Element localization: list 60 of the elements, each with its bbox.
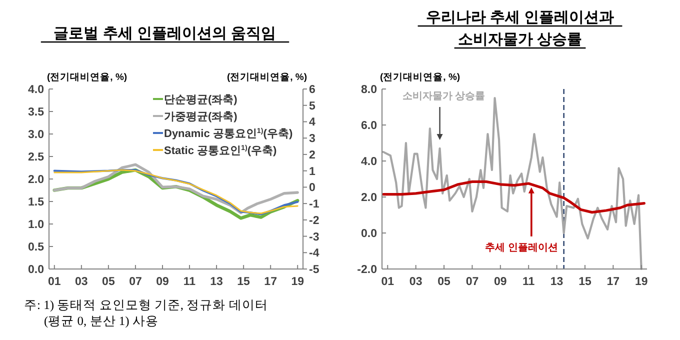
x-tick-label: 07	[466, 276, 479, 288]
x-tick-label: 13	[210, 276, 223, 288]
x-tick-label: 03	[75, 276, 88, 288]
y-tick-label: 3.5	[28, 106, 45, 118]
y-tick-label: 6.0	[361, 120, 377, 132]
y-tick-label: 2.0	[361, 192, 377, 204]
y-tick-label: 1.5	[28, 196, 45, 208]
y-tick-label: 0.0	[361, 228, 377, 240]
y-axis-title: (전기대비연율, %)	[380, 72, 460, 83]
y-axis-title: (전기대비연율, %)	[47, 72, 128, 83]
y-tick-label: 4.0	[28, 84, 44, 96]
y-tick-label: 8.0	[361, 84, 377, 96]
y-tick-label: 0.0	[28, 264, 44, 276]
x-tick-label: 09	[156, 276, 169, 288]
y2-axis-title: (전기대비연율, %)	[226, 72, 307, 83]
legend-label: Dynamic 공통요인$^{1)}$(우축)	[164, 127, 293, 140]
legend-label: 가중평균(좌축)	[164, 111, 238, 123]
annotation: 추세 인플레이션	[485, 242, 558, 254]
x-tick-label: 05	[102, 276, 116, 288]
y2-tick-label: 3	[309, 133, 316, 146]
annotation: 소비자물가 상승률	[402, 91, 486, 102]
legend-label: Static 공통요인$^{1)}$(우축)	[164, 144, 278, 157]
y2-tick-label: 0	[309, 182, 316, 194]
x-tick-label: 11	[522, 276, 536, 288]
y2-tick-label: 5	[309, 100, 316, 112]
x-tick-label: 19	[291, 276, 304, 288]
y2-tick-label: -1	[309, 198, 320, 211]
y-tick-label: 2.5	[28, 152, 45, 164]
legend-label: 단순평균(좌축)	[164, 94, 238, 106]
x-tick-label: 13	[550, 276, 564, 288]
y2-tick-label: -4	[309, 248, 320, 260]
y-tick-label: 4.0	[361, 156, 377, 168]
y-tick-label: 2.0	[28, 174, 44, 186]
y2-tick-label: -3	[309, 231, 320, 244]
y-tick-label: -2.0	[357, 264, 377, 276]
y2-tick-label: -5	[309, 264, 320, 276]
text: 주: 1) 동태적 요인모형 기준, 정규화 데이터 (평균 0, 분산 1) 사용	[24, 298, 268, 328]
y-tick-label: 0.5	[28, 242, 45, 254]
chart-title: 글로벌 추세 인플레이션의 움직임	[54, 25, 276, 42]
y-tick-label: 1.0	[28, 219, 44, 231]
x-tick-label: 11	[183, 276, 196, 288]
x-tick-label: 05	[438, 276, 452, 288]
x-tick-label: 19	[634, 276, 648, 288]
x-tick-label: 17	[264, 276, 277, 288]
chart-title: 우리나라 추세 인플레이션과 소비자물가 상승률	[426, 9, 614, 48]
x-tick-label: 01	[381, 276, 395, 288]
y2-tick-label: 6	[309, 84, 316, 96]
y2-tick-label: 4	[309, 116, 316, 129]
x-tick-label: 01	[48, 276, 62, 288]
y2-tick-label: -2	[309, 214, 320, 227]
x-tick-label: 15	[237, 276, 251, 288]
x-tick-label: 15	[578, 276, 592, 288]
y2-tick-label: 1	[309, 166, 316, 178]
y2-tick-label: 2	[309, 149, 316, 162]
y-tick-label: 3.0	[28, 129, 44, 141]
x-tick-label: 09	[494, 276, 507, 288]
x-tick-label: 17	[606, 276, 620, 288]
x-tick-label: 07	[129, 276, 142, 288]
line-series	[382, 180, 646, 214]
x-tick-label: 03	[409, 276, 422, 288]
